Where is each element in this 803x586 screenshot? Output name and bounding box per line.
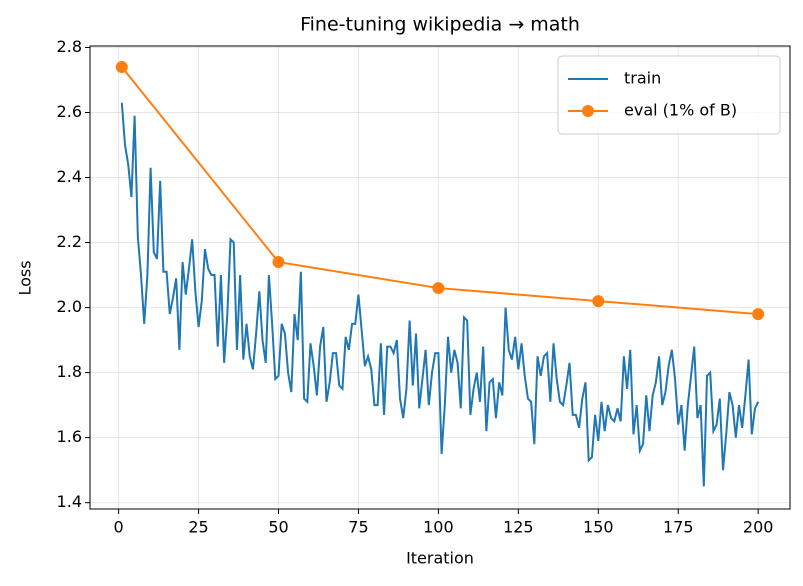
- x-axis-label: Iteration: [406, 549, 474, 568]
- x-tick-label: 75: [348, 518, 368, 537]
- y-axis-label: Loss: [16, 260, 35, 295]
- legend-label: train: [624, 69, 661, 88]
- x-tick-label: 100: [423, 518, 454, 537]
- x-tick-label: 50: [268, 518, 288, 537]
- y-tick-label: 1.8: [57, 362, 82, 381]
- y-tick-label: 1.6: [57, 427, 82, 446]
- plot-frame: [89, 45, 791, 510]
- data-point: [592, 295, 605, 308]
- data-point: [432, 282, 445, 295]
- legend-marker: [582, 105, 594, 117]
- chart-title: Fine-tuning wikipedia → math: [300, 14, 580, 36]
- y-tick-label: 1.4: [57, 492, 82, 511]
- legend-box: [557, 55, 781, 135]
- x-tick-label: 150: [583, 518, 614, 537]
- x-tick-label: 25: [188, 518, 208, 537]
- x-tick-label: 0: [114, 518, 124, 537]
- series-line: [120, 102, 760, 487]
- y-tick-label: 2.0: [57, 297, 82, 316]
- x-tick-label: 175: [663, 518, 694, 537]
- legend-label: eval (1% of B): [624, 101, 737, 120]
- data-point: [752, 308, 765, 321]
- y-tick-label: 2.2: [57, 232, 82, 251]
- data-point: [115, 60, 128, 73]
- y-tick-label: 2.8: [57, 37, 82, 56]
- x-tick-label: 125: [503, 518, 534, 537]
- x-tick-label: 200: [743, 518, 774, 537]
- y-tick-label: 2.4: [57, 167, 82, 186]
- data-point: [272, 256, 285, 269]
- y-tick-label: 2.6: [57, 102, 82, 121]
